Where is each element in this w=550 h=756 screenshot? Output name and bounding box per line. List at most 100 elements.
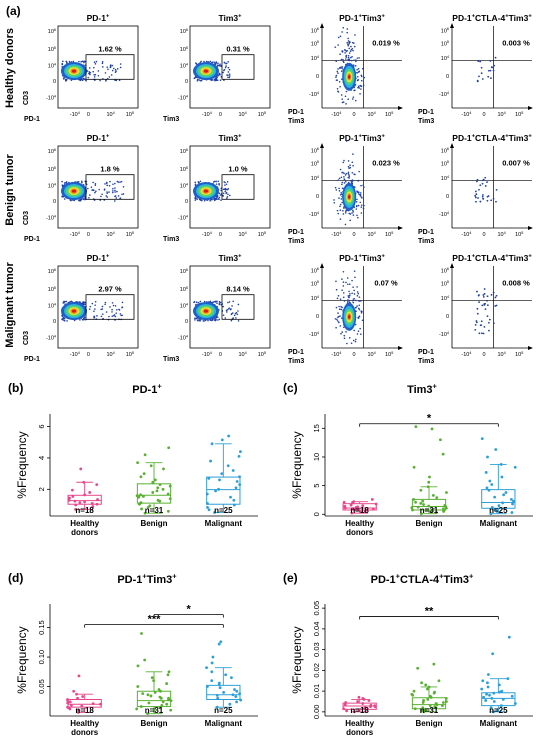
event-dot	[115, 197, 118, 199]
y-axis-arrow	[450, 263, 454, 268]
event-dot	[226, 311, 228, 313]
event-dot	[347, 173, 350, 175]
n-label: n=18	[350, 506, 369, 515]
data-point	[161, 700, 165, 704]
data-point	[169, 699, 173, 703]
event-dot	[215, 77, 217, 80]
event-dot	[347, 299, 349, 301]
x-axis-name: PD-1	[24, 116, 40, 123]
tick-label: 0	[446, 314, 449, 320]
label-part: -10	[461, 232, 469, 238]
data-point	[71, 494, 75, 498]
label-part: 10	[48, 287, 54, 293]
category-label: Malignant	[480, 719, 518, 728]
event-dot	[101, 305, 104, 308]
event-dot	[338, 177, 341, 180]
data-point	[153, 478, 157, 482]
event-dot	[482, 197, 485, 200]
density-contour	[72, 69, 76, 73]
data-point	[487, 488, 491, 492]
data-point	[77, 674, 81, 678]
event-dot	[101, 193, 103, 196]
data-point	[77, 708, 81, 712]
event-dot	[64, 182, 66, 184]
event-dot	[357, 67, 360, 70]
label-part: 10	[48, 29, 54, 35]
event-dot	[345, 140, 348, 142]
label-part: 10	[441, 56, 447, 62]
event-dot	[353, 297, 356, 300]
data-point	[342, 707, 346, 711]
event-dot	[212, 181, 215, 183]
box-3	[205, 640, 243, 709]
label-part: Tim3	[147, 574, 172, 586]
event-dot	[105, 311, 108, 313]
chart-title: PD-1+CTLA-4+Tim3+	[371, 572, 474, 586]
tick-label: 106	[311, 27, 319, 34]
event-dot	[351, 55, 353, 58]
y-axis-name: CD3	[23, 211, 30, 225]
superscript: 4	[78, 351, 80, 355]
event-dot	[339, 193, 342, 196]
superscript: 4	[54, 214, 56, 218]
event-dot	[90, 186, 93, 189]
data-point	[492, 700, 496, 703]
event-dot	[101, 313, 104, 315]
label-part: -10	[331, 352, 339, 358]
density-contour	[348, 194, 351, 199]
data-point	[214, 489, 217, 493]
label-part: 10	[48, 149, 54, 155]
data-point	[157, 688, 161, 691]
label-part: 10	[385, 352, 391, 358]
category-label: Benign	[415, 519, 442, 528]
data-point	[146, 693, 150, 697]
data-point	[90, 502, 94, 505]
data-point	[434, 511, 438, 514]
superscript: 5	[132, 351, 134, 355]
event-dot	[347, 44, 350, 47]
event-dot	[478, 294, 480, 296]
label-part: PD-1	[87, 133, 107, 143]
tick-label: 0	[352, 232, 355, 238]
event-dot	[93, 310, 95, 312]
event-dot	[237, 303, 240, 306]
tick-label: -104	[331, 351, 341, 358]
event-dot	[219, 79, 222, 81]
data-point	[68, 700, 72, 704]
gate-percentage: 0.007 %	[502, 159, 530, 168]
event-dot	[88, 196, 90, 199]
event-dot	[104, 183, 106, 185]
event-dot	[92, 181, 94, 184]
event-dot	[227, 76, 229, 79]
data-point	[66, 705, 69, 709]
event-dot	[343, 207, 345, 209]
label-part: 10	[48, 184, 54, 190]
event-dot	[355, 299, 357, 302]
x-axis-name: Tim3	[288, 118, 304, 125]
data-point	[419, 501, 423, 505]
event-dot	[87, 187, 89, 190]
label-part: 10	[367, 112, 373, 118]
superscript: 5	[447, 40, 449, 44]
event-dot	[352, 209, 354, 212]
data-point	[140, 507, 143, 511]
event-dot	[94, 182, 97, 185]
event-dot	[115, 79, 118, 82]
event-dot	[219, 73, 221, 76]
event-dot	[363, 204, 365, 207]
data-point	[374, 502, 378, 506]
event-dot	[340, 305, 342, 308]
data-point	[433, 690, 436, 694]
event-dot	[229, 194, 231, 197]
event-dot	[227, 66, 230, 69]
event-dot	[356, 286, 358, 288]
tick-label: 0	[87, 352, 90, 358]
data-point	[343, 703, 347, 706]
event-dot	[490, 77, 492, 80]
event-dot	[203, 300, 206, 303]
event-dot	[65, 300, 68, 303]
event-dot	[481, 182, 484, 185]
flow-plot-title: Tim3+	[218, 253, 242, 263]
event-dot	[122, 193, 125, 195]
data-point	[161, 487, 165, 491]
